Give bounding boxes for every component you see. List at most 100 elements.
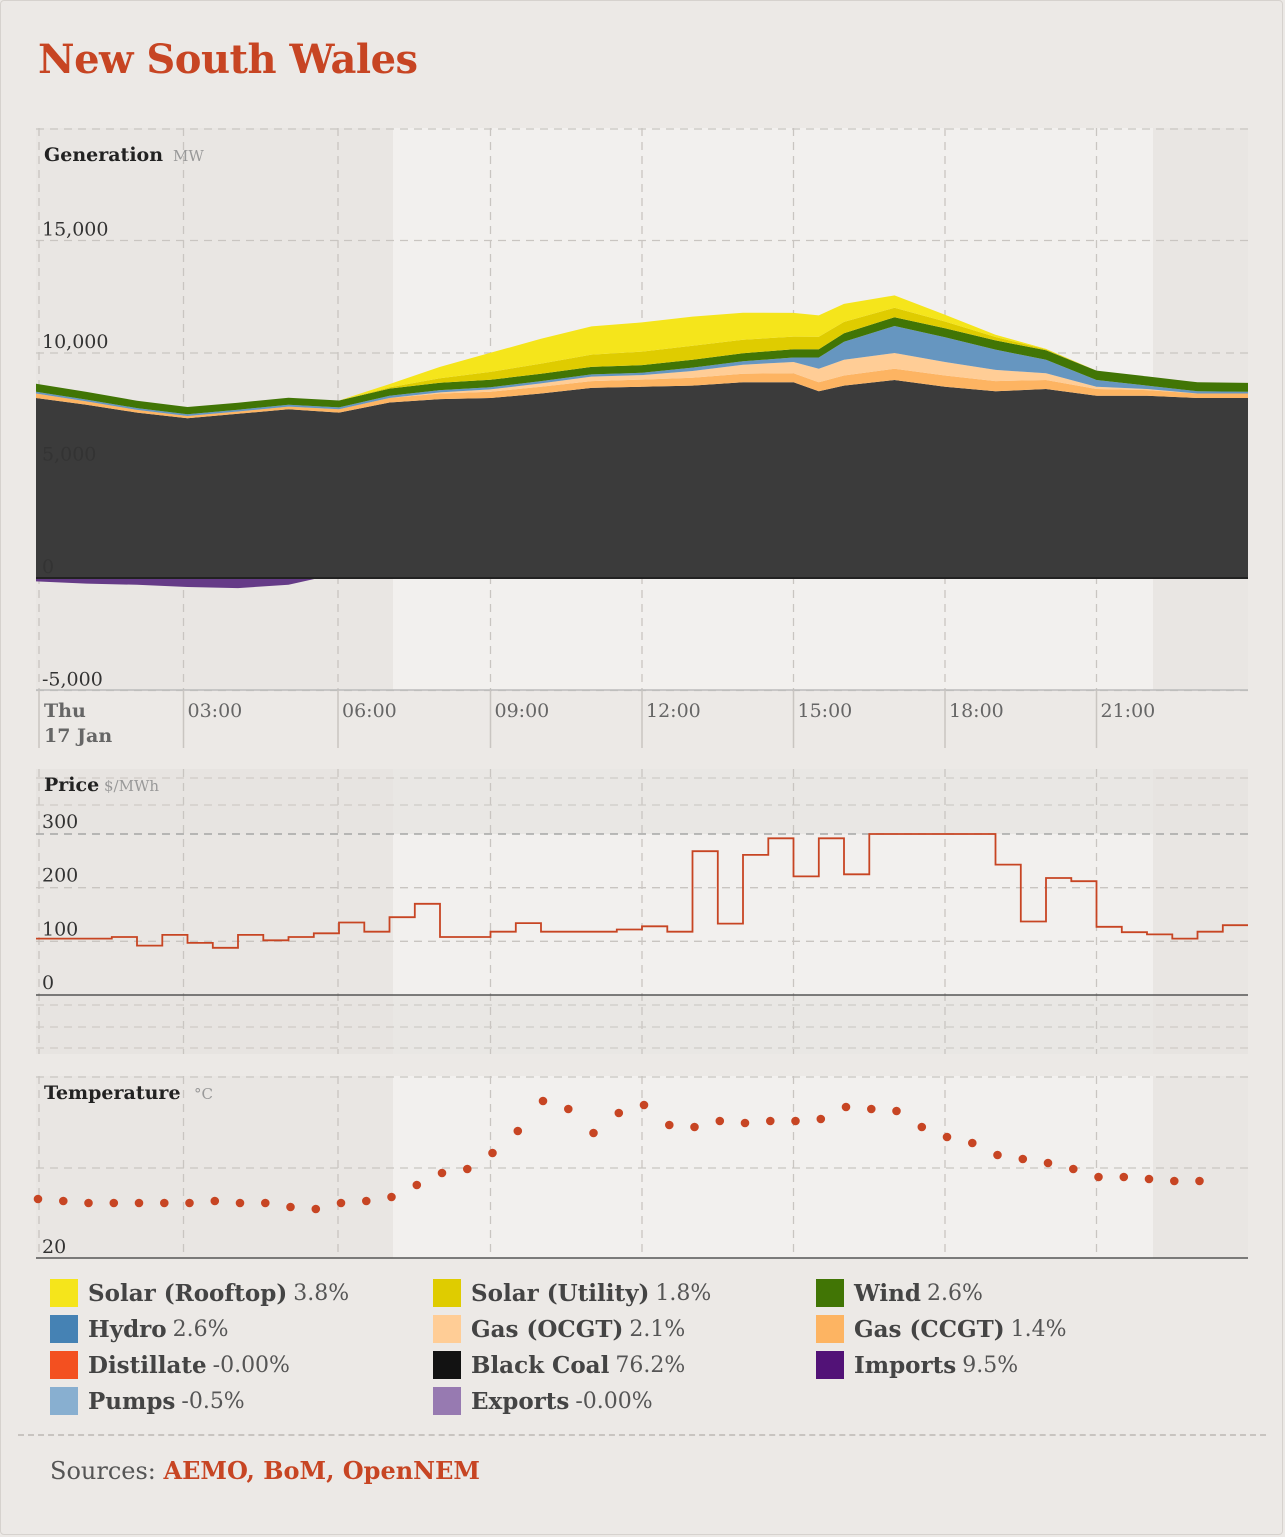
temperature-point — [1195, 1176, 1204, 1186]
generation-y-tick: -5,000 — [42, 669, 103, 691]
legend-item-solar-rooftop[interactable]: Solar (Rooftop) 3.8% — [50, 1278, 349, 1308]
legend-item-exports[interactable]: Exports -0.00% — [433, 1386, 653, 1416]
temperature-point — [816, 1114, 826, 1124]
area-gas-ocgt — [36, 353, 1248, 416]
temperature-point — [311, 1204, 321, 1214]
price-unit: $/MWh — [104, 777, 159, 795]
legend-value: 2.6% — [926, 1280, 983, 1306]
legend-value: -0.5% — [181, 1388, 245, 1414]
price-panel: 300 200 100 0 Price $/MWh — [36, 769, 1248, 1054]
temperature-panel: Temperature °C 20 — [33, 1076, 1248, 1259]
temperature-point — [1170, 1176, 1179, 1186]
generation-y-tick: 10,000 — [42, 331, 108, 353]
legend-name: Solar (Rooftop) — [88, 1279, 288, 1307]
temperature-point — [715, 1116, 725, 1126]
price-title: Price — [44, 774, 99, 796]
area-hydro — [36, 326, 1248, 416]
legend-item-imports[interactable]: Imports 9.5% — [816, 1350, 1018, 1380]
legend-item-pumps[interactable]: Pumps -0.5% — [50, 1386, 245, 1416]
footer-separator — [18, 1434, 1266, 1436]
temperature-point — [109, 1198, 119, 1208]
charts-svg: 15,000 10,000 5,000 0 -5,000 Generation MW 0… — [33, 128, 1248, 1259]
temperature-point — [286, 1202, 295, 1212]
price-y-tick: 200 — [42, 865, 78, 887]
temperature-point — [690, 1122, 699, 1132]
generation-y-tick: 5,000 — [42, 444, 96, 466]
legend-swatch — [433, 1315, 461, 1343]
temperature-daylight-band — [393, 1076, 1153, 1258]
generation-y-tick: 15,000 — [42, 219, 108, 241]
temperature-point — [968, 1138, 977, 1148]
legend-item-distillate[interactable]: Distillate -0.00% — [50, 1350, 290, 1380]
generation-title: Generation — [44, 144, 163, 166]
temperature-point — [387, 1192, 396, 1202]
legend-item-solar-utility[interactable]: Solar (Utility) 1.8% — [433, 1278, 711, 1308]
legend-name: Black Coal — [471, 1351, 610, 1379]
legend-swatch — [433, 1387, 461, 1415]
temperature-point — [134, 1198, 144, 1208]
price-y-tick: 100 — [42, 918, 78, 940]
x-tick-label: 18:00 — [949, 700, 1004, 722]
legend-name: Gas (CCGT) — [854, 1315, 1005, 1343]
temperature-point — [791, 1116, 800, 1126]
legend-value: -0.00% — [212, 1352, 290, 1378]
legend-item-wind[interactable]: Wind 2.6% — [816, 1278, 983, 1308]
legend-item-gas-ccgt[interactable]: Gas (CCGT) 1.4% — [816, 1314, 1067, 1344]
temperature-point — [867, 1104, 876, 1114]
temperature-point — [589, 1128, 598, 1138]
legend-name: Pumps — [88, 1387, 176, 1415]
temperature-point — [614, 1108, 624, 1118]
temperature-point — [538, 1096, 548, 1106]
temperature-point — [362, 1196, 371, 1206]
temperature-point — [1119, 1172, 1129, 1182]
legend-swatch — [50, 1351, 78, 1379]
legend-name: Solar (Utility) — [471, 1279, 650, 1307]
legend-item-hydro[interactable]: Hydro 2.6% — [50, 1314, 229, 1344]
generation-y-tick: 0 — [42, 556, 54, 578]
legend-value: 1.8% — [655, 1280, 712, 1306]
legend-value: -0.00% — [575, 1388, 653, 1414]
temperature-point — [210, 1196, 220, 1206]
legend-value: 76.2% — [615, 1352, 686, 1378]
x-tick-label: 03:00 — [188, 700, 243, 722]
sources-label: Sources: — [50, 1457, 156, 1485]
page-title: New South Wales — [38, 36, 418, 83]
area-black-coal — [36, 380, 1248, 578]
temperature-point — [1094, 1172, 1103, 1182]
temperature-point — [564, 1104, 573, 1114]
sources-links[interactable]: AEMO, BoM, OpenNEM — [163, 1456, 480, 1485]
legend-value: 3.8% — [293, 1280, 350, 1306]
area-solar-utility — [36, 307, 1248, 407]
temperature-point — [160, 1198, 169, 1208]
x-date-date: 17 Jan — [44, 725, 112, 747]
legend-swatch — [816, 1279, 844, 1307]
temperature-point — [513, 1126, 523, 1136]
price-y-tick: 300 — [42, 811, 78, 833]
x-tick-label: 21:00 — [1101, 700, 1156, 722]
temperature-point — [261, 1198, 270, 1208]
area-solar-rooftop — [36, 295, 1248, 407]
x-tick-label: 15:00 — [798, 700, 853, 722]
legend-swatch — [816, 1315, 844, 1343]
legend-name: Gas (OCGT) — [471, 1315, 624, 1343]
temperature-point — [665, 1120, 674, 1130]
temperature-point — [740, 1118, 750, 1128]
legend-value: 2.1% — [629, 1316, 686, 1342]
temperature-point — [639, 1100, 649, 1110]
legend-item-black-coal[interactable]: Black Coal 76.2% — [433, 1350, 685, 1380]
legend-value: 1.4% — [1010, 1316, 1067, 1342]
price-y-tick: 0 — [42, 972, 54, 994]
legend-name: Imports — [854, 1351, 957, 1379]
legend-swatch — [816, 1351, 844, 1379]
temperature-point — [993, 1150, 1002, 1160]
temperature-y-tick: 20 — [42, 1236, 66, 1258]
legend-name: Distillate — [88, 1351, 207, 1379]
temperature-point — [33, 1194, 43, 1204]
legend-item-gas-ocgt[interactable]: Gas (OCGT) 2.1% — [433, 1314, 685, 1344]
x-tick-label: 09:00 — [495, 700, 550, 722]
temperature-point — [1018, 1154, 1028, 1164]
temperature-unit: °C — [194, 1085, 213, 1103]
temperature-point — [1144, 1174, 1154, 1184]
temperature-point — [1043, 1158, 1053, 1168]
